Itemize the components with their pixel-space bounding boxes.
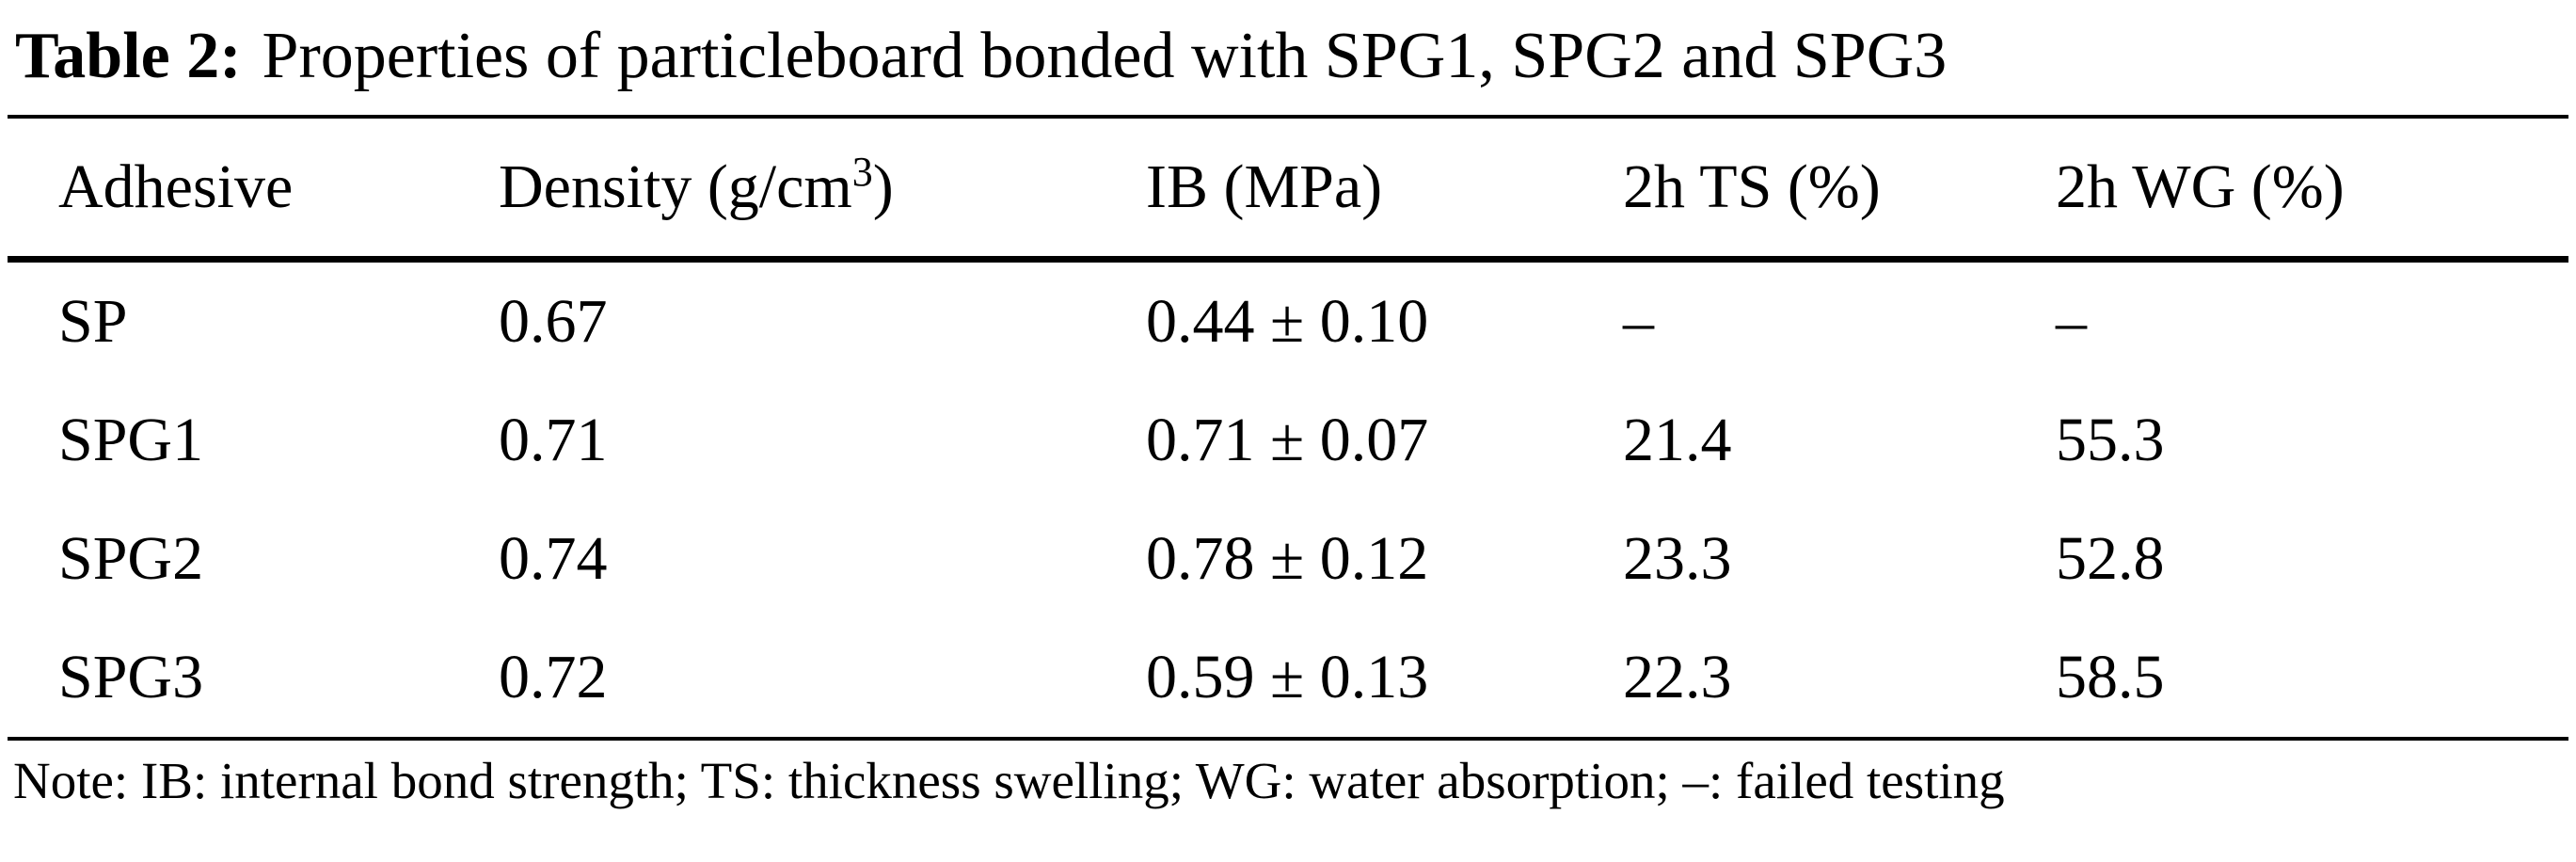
header-ib: IB (MPa) — [1146, 152, 1383, 221]
cell-adhesive: SPG3 — [58, 643, 204, 711]
header-wg: 2h WG (%) — [2056, 152, 2345, 221]
table-caption-label: Table 2: — [15, 20, 242, 92]
cell-wg: 52.8 — [2056, 524, 2165, 593]
table-header-row: Adhesive Density (g/cm3) IB (MPa) 2h TS … — [0, 119, 2576, 256]
table-row: SPG2 0.74 0.78 ± 0.12 23.3 52.8 — [0, 500, 2576, 618]
cell-adhesive: SPG2 — [58, 524, 204, 593]
cell-ib: 0.78 ± 0.12 — [1146, 524, 1429, 593]
cell-density: 0.72 — [499, 643, 608, 711]
cell-ts: 22.3 — [1623, 643, 1732, 711]
header-density-pre: Density (g/cm — [499, 152, 852, 221]
table-caption: Table 2: Properties of particleboard bond… — [0, 0, 2576, 107]
table-row: SPG3 0.72 0.59 ± 0.13 22.3 58.5 — [0, 618, 2576, 737]
table-caption-text: Properties of particleboard bonded with … — [262, 20, 1948, 92]
cell-wg: 55.3 — [2056, 406, 2165, 474]
cell-ts: – — [1623, 287, 1654, 356]
table-bottom-rule — [8, 737, 2568, 741]
cell-ib: 0.71 ± 0.07 — [1146, 406, 1429, 474]
cell-wg: 58.5 — [2056, 643, 2165, 711]
cell-density: 0.67 — [499, 287, 608, 356]
table-note: Note: IB: internal bond strength; TS: th… — [13, 752, 2005, 809]
cell-wg: – — [2056, 287, 2087, 356]
header-adhesive: Adhesive — [58, 152, 294, 221]
header-density-superscript: 3 — [851, 149, 873, 195]
header-density-post: ) — [872, 152, 894, 221]
table-row: SP 0.67 0.44 ± 0.10 – – — [0, 263, 2576, 381]
cell-adhesive: SPG1 — [58, 406, 204, 474]
table-header-rule — [8, 256, 2568, 263]
header-density: Density (g/cm3) — [499, 152, 1146, 218]
table-top-rule — [8, 115, 2568, 119]
cell-density: 0.74 — [499, 524, 608, 593]
table-row: SPG1 0.71 0.71 ± 0.07 21.4 55.3 — [0, 381, 2576, 500]
cell-ib: 0.59 ± 0.13 — [1146, 643, 1429, 711]
cell-adhesive: SP — [58, 287, 128, 356]
cell-ts: 21.4 — [1623, 406, 1732, 474]
cell-ts: 23.3 — [1623, 524, 1732, 593]
cell-ib: 0.44 ± 0.10 — [1146, 287, 1429, 356]
header-ts: 2h TS (%) — [1623, 152, 1881, 221]
cell-density: 0.71 — [499, 406, 608, 474]
